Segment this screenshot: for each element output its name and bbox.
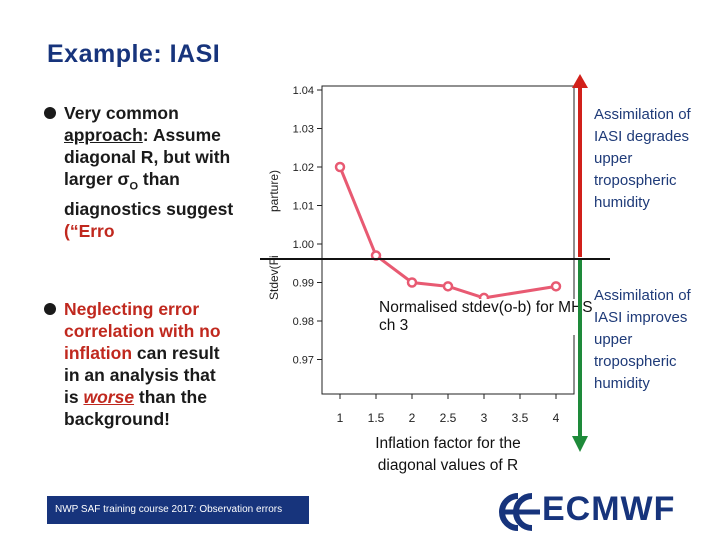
bullet-1-approach: approach xyxy=(64,125,143,145)
bullet-2-line-5-rest: than the xyxy=(134,387,207,407)
note-line: Assimilation of xyxy=(594,287,691,304)
data-point xyxy=(334,161,346,173)
bullet-2: Neglecting error correlation with no inf… xyxy=(44,298,221,430)
bullet-1: Very common approach: Assume diagonal R,… xyxy=(44,102,234,242)
y-tick-label: 1.03 xyxy=(293,124,314,136)
stdev-chart-svg: parture) Stdev(Fi 0.97 0.98 0.99 1.00 1.01 1.… xyxy=(267,85,575,425)
bullet-2-inflation: inflation xyxy=(64,343,133,363)
bullet-1-line-1: Very common xyxy=(64,103,179,123)
bullet-1-line-5: diagnostics suggest xyxy=(64,198,234,219)
note-line: humidity xyxy=(594,194,650,211)
note-line: IASI improves xyxy=(594,309,688,326)
bullet-1-line-4: larger σ xyxy=(64,169,130,189)
y-axis-label-bottom: Stdev(Fi xyxy=(267,255,281,300)
slide-title: Example: IASI xyxy=(47,40,221,68)
y-tick-label: 0.98 xyxy=(293,316,314,328)
note-line: tropospheric xyxy=(594,172,677,189)
ecmwf-logo: ECMWF xyxy=(498,490,678,531)
bullet-2-line-2: correlation with no xyxy=(64,321,221,341)
bullet-1-line-2: : Assume xyxy=(142,125,221,145)
improve-arrowhead xyxy=(572,436,588,452)
plot-frame xyxy=(321,85,575,395)
stdev-chart: parture) Stdev(Fi 0.97 0.98 0.99 1.00 1.01 1.… xyxy=(260,72,600,442)
x-tick-label: 2.5 xyxy=(440,411,457,425)
data-point xyxy=(550,281,562,292)
y-tick-label: 0.99 xyxy=(293,278,314,290)
x-axis-label: Inflation factor for the diagonal values… xyxy=(375,435,521,474)
bullet-1-line-3: diagonal R, but with xyxy=(64,147,231,167)
bullet-dot xyxy=(44,303,56,315)
bullet-2-line-4: in an analysis that xyxy=(64,365,216,385)
x-tick-label: 4 xyxy=(553,411,560,425)
series-line xyxy=(338,166,557,300)
x-tick-label: 2 xyxy=(409,411,416,425)
chart-title: Normalised stdev(o-b) for MHS ch 3 xyxy=(377,299,600,335)
bullet-2-line-3: can result xyxy=(132,343,220,363)
data-point xyxy=(442,281,454,292)
y-axis-label-top: parture) xyxy=(267,170,281,212)
ecmwf-logo-text: ECMWF xyxy=(542,490,676,528)
bullet-2-line-1: Neglecting error xyxy=(64,299,200,319)
bullet-2-line-5-start: is xyxy=(64,387,84,407)
x-tick-label: 1.5 xyxy=(368,411,385,425)
y-tick-label: 1.00 xyxy=(293,239,314,251)
footer-bar: NWP SAF training course 2017: Observatio… xyxy=(47,496,309,524)
effect-arrows xyxy=(572,74,588,452)
note-degrades: Assimilation of IASI degrades upper trop… xyxy=(594,104,691,214)
y-tick-label: 0.97 xyxy=(293,355,314,367)
footer-text: NWP SAF training course 2017: Observatio… xyxy=(55,504,283,515)
ecmwf-logo-mark xyxy=(499,493,540,531)
x-tick-label: 3 xyxy=(481,411,488,425)
bullet-1-sigma-sub: O xyxy=(129,180,139,193)
note-improves: Assimilation of IASI improves upper trop… xyxy=(594,285,691,395)
note-line: upper xyxy=(594,331,633,348)
bullet-2-line-6: background! xyxy=(64,409,170,429)
note-line: Assimilation of xyxy=(594,106,691,123)
note-line: upper xyxy=(594,150,633,167)
note-line: humidity xyxy=(594,375,650,392)
note-line: IASI degrades xyxy=(594,128,690,145)
bullet-2-worse: worse xyxy=(83,387,135,407)
bullet-1-line-4-rest: than xyxy=(138,169,180,189)
reference-line xyxy=(260,258,610,260)
y-tick-label: 1.04 xyxy=(293,85,314,97)
note-line: tropospheric xyxy=(594,353,677,370)
bullet-1-line-6: (“Erro xyxy=(64,220,115,241)
x-tick-label: 1 xyxy=(337,411,344,425)
y-tick-label: 1.02 xyxy=(293,162,314,174)
y-tick-label: 1.01 xyxy=(293,201,314,213)
degrade-arrowhead xyxy=(572,74,588,88)
x-tick-label: 3.5 xyxy=(512,411,529,425)
data-point xyxy=(406,277,418,288)
bullet-dot xyxy=(44,107,56,119)
